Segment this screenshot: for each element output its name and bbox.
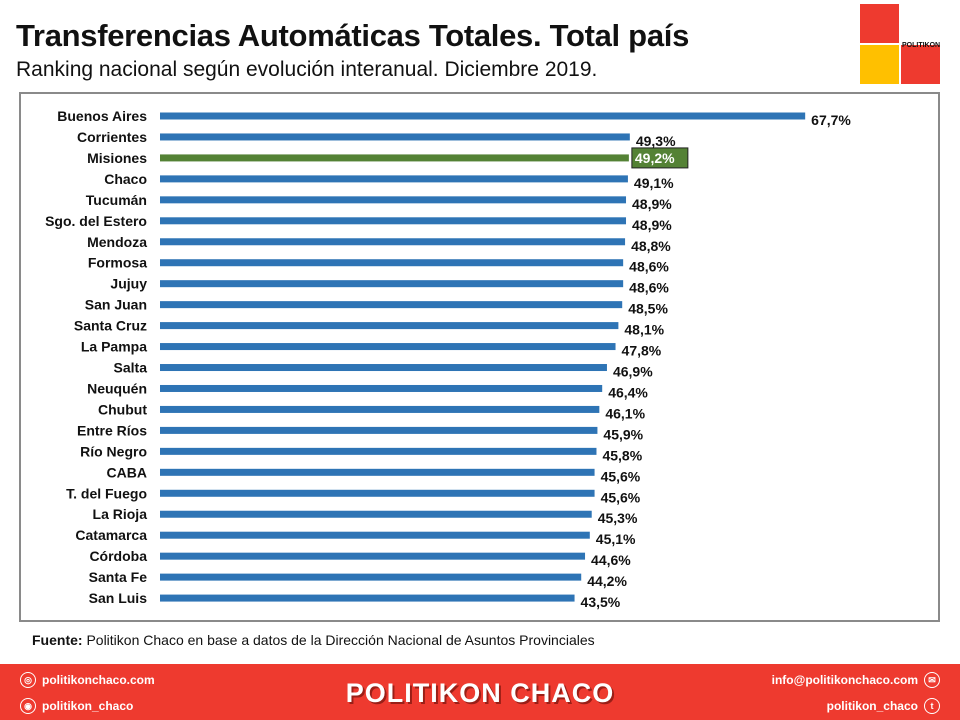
bar (160, 594, 575, 602)
category-label: La Pampa (81, 339, 147, 355)
value-label: 48,8% (631, 238, 671, 254)
value-label: 49,1% (634, 175, 674, 191)
bar (160, 112, 806, 120)
twitter-text: politikon_chaco (826, 699, 918, 713)
brand-name: POLITIKON CHACO (345, 678, 615, 708)
category-label: Chubut (98, 401, 147, 417)
globe-icon: ◎ (20, 672, 36, 688)
category-label: Sgo. del Estero (45, 213, 147, 229)
category-label: Catamarca (75, 527, 147, 543)
bar (160, 133, 630, 141)
category-label: T. del Fuego (66, 485, 147, 501)
value-label: 44,6% (591, 552, 631, 568)
value-label: 45,3% (598, 510, 638, 526)
value-label: 49,2% (635, 150, 675, 166)
bar (160, 259, 624, 267)
bar (160, 175, 628, 183)
category-label: Neuquén (87, 380, 147, 396)
value-label: 45,9% (603, 426, 643, 442)
source-text: Politikon Chaco en base a datos de la Di… (82, 632, 595, 648)
value-label: 46,1% (605, 405, 645, 421)
bar (160, 405, 600, 413)
logo-text: POLITIKON (902, 42, 941, 49)
bar (160, 364, 607, 372)
category-label: Río Negro (80, 443, 147, 459)
category-label: Entre Ríos (77, 422, 147, 438)
value-label: 48,1% (624, 322, 664, 338)
bar (160, 384, 603, 392)
bar (160, 531, 590, 539)
bar (160, 489, 595, 497)
instagram-icon: ◉ (20, 698, 36, 714)
source-label: Fuente: (32, 632, 83, 648)
category-label: Corrientes (77, 129, 147, 145)
bar (160, 510, 592, 518)
category-label: San Juan (85, 297, 147, 313)
value-label: 67,7% (811, 112, 851, 128)
bar (160, 322, 619, 330)
category-label: Mendoza (87, 234, 147, 250)
value-label: 48,6% (629, 259, 669, 275)
category-label: CABA (107, 464, 147, 480)
bar (160, 217, 627, 225)
category-label: Misiones (87, 150, 147, 166)
bar (160, 343, 616, 351)
category-label: Tucumán (86, 192, 147, 208)
page-subtitle: Ranking nacional según evolución interan… (16, 58, 598, 81)
category-label: La Rioja (93, 506, 148, 522)
value-label: 48,5% (628, 301, 668, 317)
category-label: Formosa (88, 255, 147, 271)
category-label: Chaco (104, 171, 147, 187)
email-text: info@politikonchaco.com (771, 673, 918, 687)
page-title: Transferencias Automáticas Totales. Tota… (16, 18, 690, 53)
value-label: 45,8% (602, 447, 642, 463)
value-label: 47,8% (622, 343, 662, 359)
category-label: San Luis (89, 590, 148, 606)
value-label: 48,9% (632, 217, 672, 233)
website-link[interactable]: ◎ politikonchaco.com (20, 672, 155, 688)
bar (160, 447, 597, 455)
bar (160, 552, 586, 560)
website-text: politikonchaco.com (42, 673, 155, 687)
category-label: Santa Cruz (74, 318, 147, 334)
value-label: 45,6% (601, 489, 641, 505)
value-label: 46,9% (613, 364, 653, 380)
source-note: Fuente: Politikon Chaco en base a datos … (32, 632, 595, 648)
value-label: 46,4% (608, 384, 648, 400)
value-label: 45,1% (596, 531, 636, 547)
instagram-link[interactable]: ◉ politikon_chaco (20, 698, 133, 714)
category-label: Salta (114, 360, 148, 376)
value-label: 43,5% (581, 594, 621, 610)
email-link[interactable]: info@politikonchaco.com ✉ (772, 672, 940, 688)
value-label: 44,2% (587, 573, 627, 589)
value-label: 48,6% (629, 280, 669, 296)
value-label: 48,9% (632, 196, 672, 212)
bar (160, 238, 626, 246)
highlight-label-box (631, 147, 689, 169)
bar (160, 280, 624, 288)
value-label: 45,6% (601, 468, 641, 484)
bar (160, 154, 629, 162)
bar (160, 573, 582, 581)
bar-chart: Buenos Aires 67,7% Corrientes 49,3% Misiones… (45, 108, 851, 610)
footer-bar: ◎ politikonchaco.com ◉ politikon_chaco POL… (0, 664, 960, 720)
chart-frame: Buenos Aires 67,7% Corrientes 49,3% Misiones… (19, 92, 940, 622)
category-label: Buenos Aires (57, 108, 147, 124)
value-label: 49,3% (636, 133, 676, 149)
bar (160, 196, 627, 204)
category-label: Córdoba (89, 548, 147, 564)
politikon-logo: POLITIKON (860, 4, 940, 84)
mail-icon: ✉ (924, 672, 940, 688)
category-label: Jujuy (110, 276, 147, 292)
bar (160, 426, 598, 434)
twitter-link[interactable]: politikon_chaco t (827, 698, 940, 714)
bar (160, 301, 623, 309)
bar (160, 468, 595, 476)
instagram-text: politikon_chaco (42, 699, 134, 713)
twitter-icon: t (924, 698, 940, 714)
category-label: Santa Fe (89, 569, 148, 585)
